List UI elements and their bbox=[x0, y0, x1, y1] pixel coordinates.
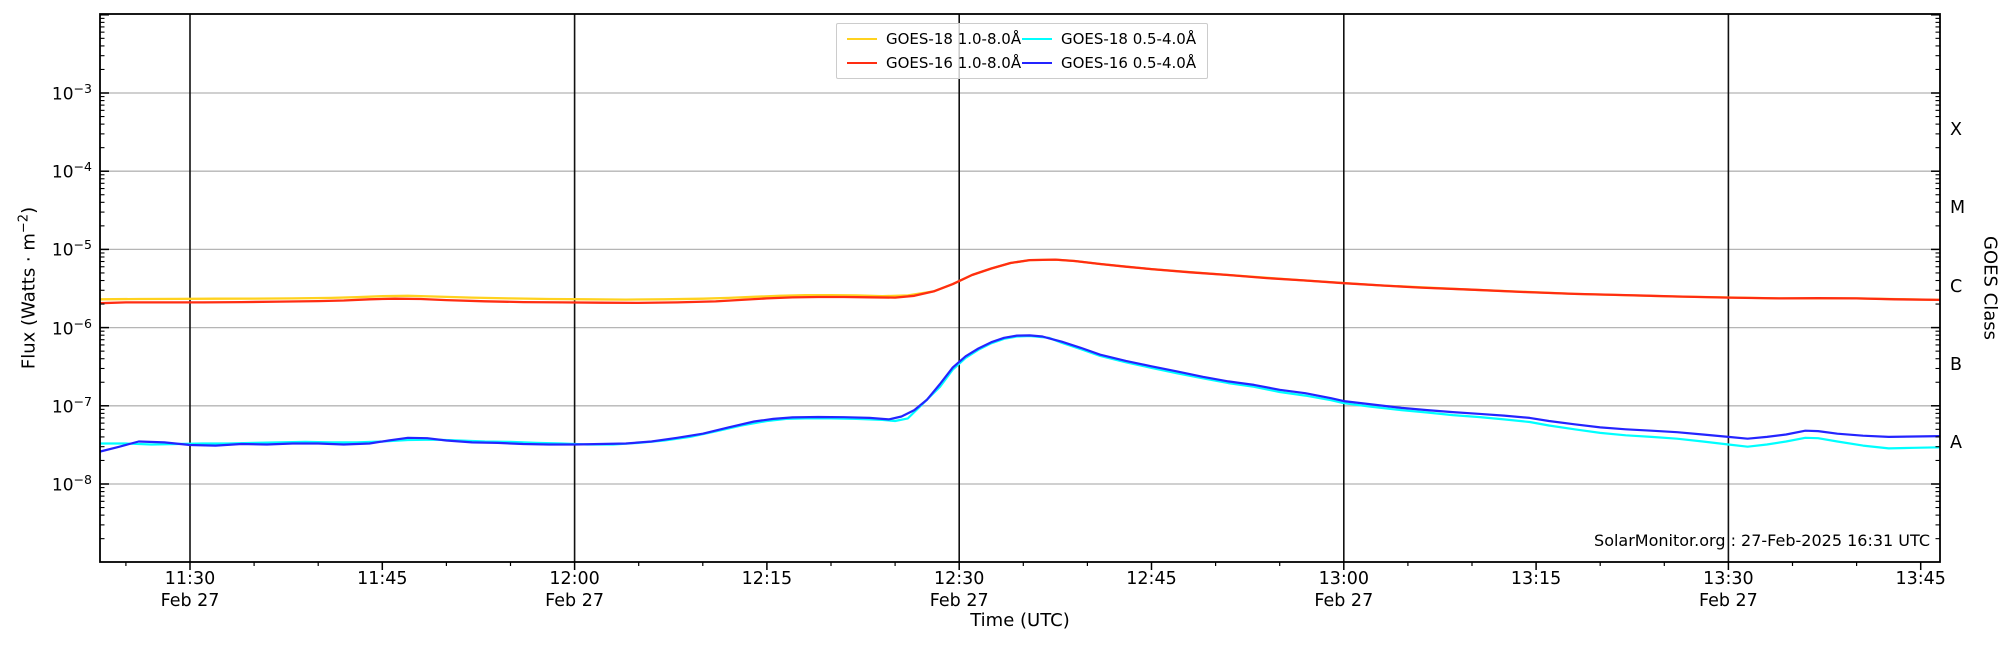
legend: GOES-18 1.0-8.0Å GOES-16 1.0-8.0Å GOES-1… bbox=[836, 23, 1208, 79]
x-tick-label: 13:30 bbox=[1703, 569, 1754, 589]
series-curve-1 bbox=[100, 258, 1940, 305]
goes-class-label-X: X bbox=[1950, 120, 1962, 141]
y-tick-label: 10−7 bbox=[51, 393, 92, 418]
x-tick-label: 13:15 bbox=[1510, 569, 1562, 589]
goes-class-label-C: C bbox=[1950, 276, 1963, 297]
legend-item-goes18-short: GOES-18 0.5-4.0Å bbox=[1022, 30, 1197, 48]
legend-label-goes16-long: GOES-16 1.0-8.0Å bbox=[886, 54, 1022, 72]
x-tick-label: 12:30 bbox=[933, 569, 985, 589]
x-tick-label: 12:45 bbox=[1126, 569, 1177, 589]
goes-class-label-B: B bbox=[1950, 354, 1963, 375]
y-tick-label: 10−4 bbox=[51, 159, 92, 183]
x-tick-label: 11:45 bbox=[357, 569, 408, 589]
x-tick-label: 13:45 bbox=[1895, 569, 1946, 589]
x-tick-label: 12:00 bbox=[549, 569, 600, 589]
x-tick-sublabel: Feb 27 bbox=[1314, 591, 1374, 611]
y-axis-title: Flux (Watts · m−2) bbox=[17, 207, 40, 369]
y-tick-label: 10−5 bbox=[51, 237, 92, 262]
y-tick-label: 10−3 bbox=[51, 81, 92, 105]
series-curve-0 bbox=[100, 258, 1940, 302]
legend-label-goes16-short: GOES-16 0.5-4.0Å bbox=[1061, 54, 1197, 72]
goes-class-label-A: A bbox=[1950, 432, 1962, 453]
right-axis-title: GOES Class bbox=[1979, 236, 2000, 340]
goes16-short-swatch bbox=[1022, 61, 1052, 65]
x-tick-sublabel: Feb 27 bbox=[545, 591, 605, 611]
legend-item-goes16-long: GOES-16 1.0-8.0Å bbox=[847, 54, 1022, 72]
goes-class-label-M: M bbox=[1950, 198, 1966, 219]
y-axis-title-sup: −2 bbox=[16, 213, 32, 234]
plot-border bbox=[99, 13, 1941, 563]
legend-item-goes16-short: GOES-16 0.5-4.0Å bbox=[1022, 54, 1197, 72]
solarmonitor-attribution: SolarMonitor.org : 27-Feb-2025 16:31 UTC bbox=[1594, 531, 1930, 550]
x-tick-label: 11:30 bbox=[164, 569, 216, 589]
y-tick-label: 10−8 bbox=[51, 472, 92, 496]
x-tick-sublabel: Feb 27 bbox=[1698, 591, 1758, 611]
goes16-long-swatch bbox=[847, 61, 877, 65]
x-tick-label: 12:15 bbox=[741, 569, 793, 589]
legend-label-goes18-short: GOES-18 0.5-4.0Å bbox=[1061, 30, 1197, 48]
x-tick-label: 13:00 bbox=[1318, 569, 1370, 589]
goes18-short-swatch bbox=[1022, 37, 1052, 41]
legend-item-goes18-long: GOES-18 1.0-8.0Å bbox=[847, 30, 1022, 48]
x-axis-title: Time (UTC) bbox=[970, 610, 1070, 631]
y-axis-title-close: ) bbox=[18, 206, 40, 214]
x-tick-sublabel: Feb 27 bbox=[160, 591, 220, 611]
y-tick-label: 10−6 bbox=[51, 315, 92, 340]
legend-label-goes18-long: GOES-18 1.0-8.0Å bbox=[886, 30, 1022, 48]
goes18-long-swatch bbox=[847, 37, 877, 41]
x-tick-sublabel: Feb 27 bbox=[929, 591, 989, 611]
series-curve-3 bbox=[100, 334, 1940, 453]
